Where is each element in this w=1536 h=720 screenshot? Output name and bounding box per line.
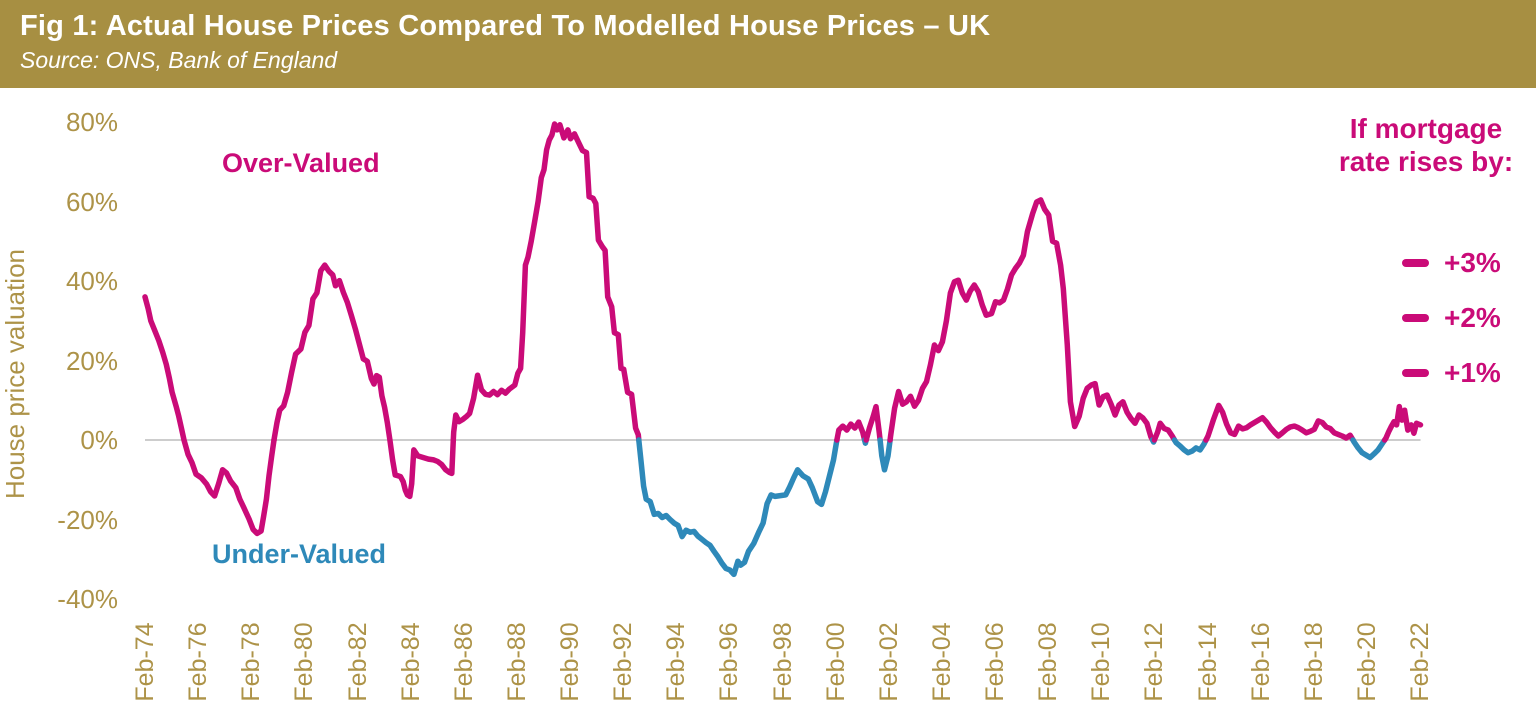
legend-dash-icon — [1402, 259, 1429, 267]
x-tick-label: Feb-12 — [1140, 622, 1169, 702]
figure-source: Source: ONS, Bank of England — [20, 47, 338, 73]
x-tick-label: Feb-86 — [449, 622, 478, 702]
x-tick-label: Feb-82 — [343, 622, 372, 702]
legend-item-label: +2% — [1444, 302, 1501, 333]
x-tick-label: Feb-84 — [396, 622, 425, 702]
x-tick-label: Feb-06 — [981, 622, 1009, 702]
x-tick-label: Feb-80 — [290, 622, 319, 702]
x-tick-label: Feb-94 — [662, 622, 691, 702]
y-tick-label: 40% — [65, 266, 118, 296]
series-segment-over-valued — [863, 403, 883, 443]
series-segment-over-valued — [450, 121, 642, 443]
x-tick-label: Feb-04 — [927, 622, 956, 702]
x-tick-label: Feb-76 — [184, 622, 213, 702]
series-segment-over-valued — [1203, 402, 1356, 443]
series-segment-over-valued — [1381, 403, 1424, 443]
series-segment-over-valued — [1151, 420, 1178, 443]
x-tick-label: Feb-96 — [715, 622, 744, 702]
series-segment-over-valued — [142, 294, 277, 537]
y-tick-label: 80% — [65, 107, 118, 137]
x-tick-label: Feb-08 — [1034, 622, 1063, 702]
legend-item-label: +3% — [1444, 247, 1501, 278]
figure-title: Fig 1: Actual House Prices Compared To M… — [20, 10, 991, 42]
legend-dash-icon — [1402, 369, 1429, 377]
series-segment-over-valued — [887, 197, 1156, 443]
x-tick-label: Feb-14 — [1193, 622, 1222, 702]
x-tick-label: Feb-98 — [768, 622, 797, 702]
y-tick-label: -40% — [57, 584, 118, 614]
y-tick-label: 60% — [65, 186, 118, 217]
series-segment-under-valued — [877, 437, 893, 473]
x-tick-label: Feb-88 — [502, 622, 531, 702]
x-tick-label: Feb-90 — [556, 622, 584, 702]
series-segment-under-valued — [1171, 437, 1209, 456]
x-tick-label: Feb-74 — [131, 622, 159, 702]
series-segment-over-valued — [271, 262, 457, 500]
legend-item-label: +1% — [1444, 357, 1501, 388]
y-tick-label: 20% — [65, 345, 118, 376]
x-tick-label: Feb-92 — [609, 622, 638, 702]
series-segment-under-valued — [1350, 437, 1388, 461]
legend-dash-icon — [1402, 314, 1429, 322]
x-tick-label: Feb-78 — [237, 622, 266, 702]
series-segment-over-valued — [834, 419, 868, 443]
y-tick-label: 0% — [80, 425, 118, 455]
annotation-over-valued: Over-Valued — [222, 148, 380, 178]
x-tick-label: Feb-00 — [821, 622, 850, 702]
figure-header: Fig 1: Actual House Prices Compared To M… — [0, 0, 1536, 88]
x-tick-label: Feb-20 — [1352, 622, 1381, 702]
annotation-under-valued: Under-Valued — [212, 539, 387, 569]
x-tick-label: Feb-22 — [1406, 622, 1434, 702]
legend-title: If mortgage rate rises by: — [1338, 113, 1514, 177]
series-segment-under-valued — [636, 437, 840, 578]
y-tick-label: -20% — [57, 504, 118, 535]
x-tick-label: Feb-10 — [1087, 622, 1116, 702]
x-tick-label: Feb-16 — [1246, 622, 1275, 702]
x-tick-label: Feb-18 — [1299, 622, 1328, 702]
x-tick-label: Feb-02 — [874, 622, 903, 702]
